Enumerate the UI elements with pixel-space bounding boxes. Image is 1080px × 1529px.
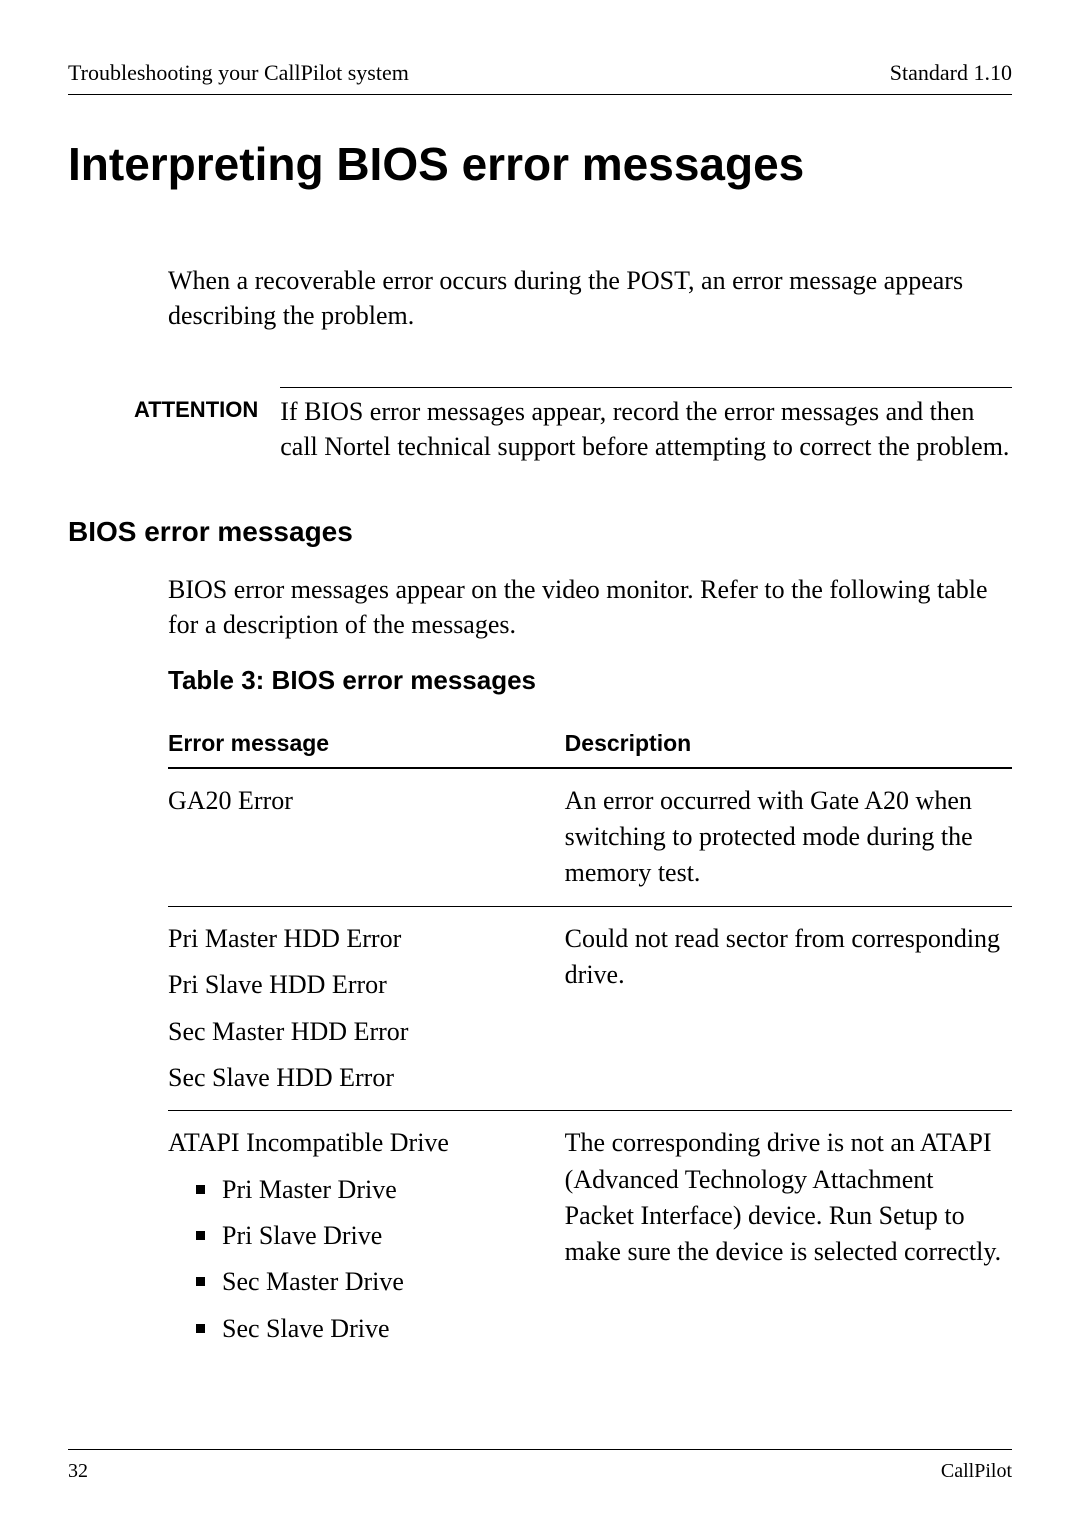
- attention-block: ATTENTION If BIOS error messages appear,…: [134, 387, 1012, 464]
- table-row: GA20 Error An error occurred with Gate A2…: [168, 768, 1012, 907]
- error-message-cell: Pri Master HDD Error Pri Slave HDD Error S…: [168, 906, 565, 1111]
- error-message-line: Pri Master HDD Error: [168, 921, 545, 957]
- table-header-error: Error message: [168, 724, 565, 768]
- table-header-description: Description: [565, 724, 1012, 768]
- error-message-line: Sec Slave HDD Error: [168, 1060, 545, 1096]
- error-bullet-item: Pri Master Drive: [196, 1172, 545, 1208]
- description-cell: An error occurred with Gate A20 when swi…: [565, 768, 1012, 907]
- footer-right: CallPilot: [941, 1460, 1012, 1483]
- running-header: Troubleshooting your CallPilot system St…: [68, 60, 1012, 95]
- running-footer: 32 CallPilot: [68, 1449, 1012, 1483]
- error-message-line: ATAPI Incompatible Drive: [168, 1125, 545, 1161]
- bios-error-table: Error message Description GA20 Error An e…: [168, 724, 1012, 1372]
- table-row: ATAPI Incompatible Drive Pri Master Drive…: [168, 1111, 1012, 1371]
- table-row: Pri Master HDD Error Pri Slave HDD Error S…: [168, 906, 1012, 1111]
- error-bullet-item: Pri Slave Drive: [196, 1218, 545, 1254]
- error-bullet-item: Sec Master Drive: [196, 1264, 545, 1300]
- table-title: Table 3: BIOS error messages: [168, 665, 1012, 696]
- error-bullet-item: Sec Slave Drive: [196, 1311, 545, 1347]
- error-message-line: GA20 Error: [168, 783, 545, 819]
- header-left: Troubleshooting your CallPilot system: [68, 60, 409, 86]
- page-title: Interpreting BIOS error messages: [68, 137, 1012, 191]
- error-message-cell: GA20 Error: [168, 768, 565, 907]
- attention-text: If BIOS error messages appear, record th…: [280, 387, 1012, 464]
- error-message-cell: ATAPI Incompatible Drive Pri Master Drive…: [168, 1111, 565, 1371]
- intro-paragraph: When a recoverable error occurs during t…: [168, 263, 1012, 333]
- attention-label: ATTENTION: [134, 387, 258, 464]
- section-heading: BIOS error messages: [68, 516, 1012, 548]
- description-cell: The corresponding drive is not an ATAPI …: [565, 1111, 1012, 1371]
- error-message-line: Pri Slave HDD Error: [168, 967, 545, 1003]
- header-right: Standard 1.10: [890, 60, 1012, 86]
- section-text: BIOS error messages appear on the video …: [168, 572, 1012, 642]
- error-bullet-list: Pri Master Drive Pri Slave Drive Sec Maste…: [168, 1172, 545, 1348]
- page-number: 32: [68, 1460, 88, 1483]
- description-cell: Could not read sector from corresponding…: [565, 906, 1012, 1111]
- error-message-line: Sec Master HDD Error: [168, 1014, 545, 1050]
